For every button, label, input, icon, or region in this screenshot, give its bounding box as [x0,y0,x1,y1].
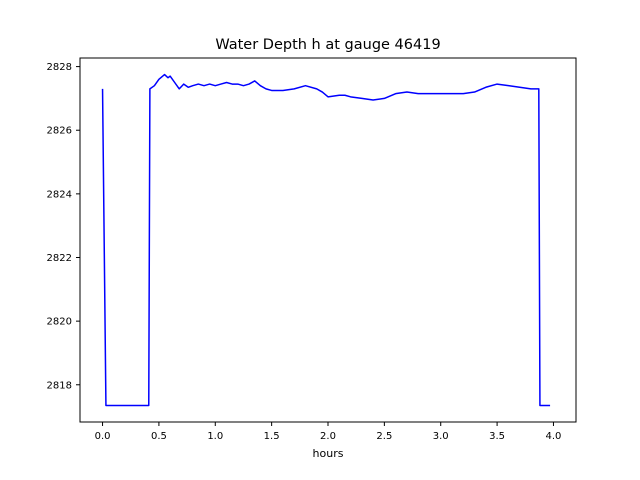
x-tick-label: 3.0 [433,431,449,442]
axes-frame [79,57,577,423]
chart-title: Water Depth h at gauge 46419 [215,37,441,53]
x-axis-label: hours [312,447,344,460]
y-tick-label: 2822 [47,253,72,264]
x-tick-label: 1.0 [207,431,223,442]
x-tick-label: 3.5 [489,431,505,442]
y-tick-label: 2820 [47,317,72,328]
x-tick-label: 1.5 [264,431,280,442]
y-tick-label: 2818 [47,380,72,391]
x-tick-label: 0.5 [151,431,167,442]
y-tick-label: 2824 [47,189,72,200]
x-tick-label: 0.0 [95,431,111,442]
x-tick-label: 4.0 [546,431,562,442]
water-depth-line [101,73,551,407]
y-tick-label: 2828 [47,62,72,73]
y-tick-label: 2826 [47,126,72,137]
x-tick-label: 2.5 [376,431,392,442]
x-tick-label: 2.0 [320,431,336,442]
